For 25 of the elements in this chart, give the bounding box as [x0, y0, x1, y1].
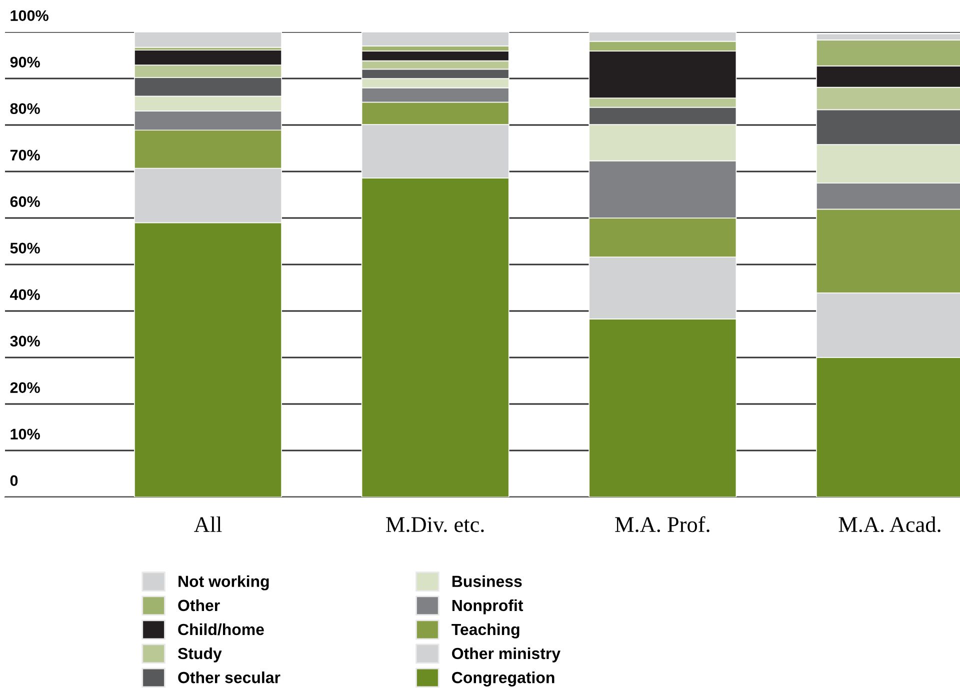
legend-label: Not working: [178, 575, 269, 590]
y-tick-label: 60%: [10, 196, 40, 208]
legend-label: Study: [178, 647, 222, 662]
legend-label: Other secular: [178, 671, 280, 684]
x-tick-label: M.A. Prof.: [615, 516, 710, 532]
x-tick-label: M.A. Acad.: [838, 516, 940, 532]
x-tick-label: M.Div. etc.: [386, 517, 484, 532]
y-tick-label: 100%: [10, 10, 48, 22]
y-tick-label: 10%: [10, 428, 40, 440]
legend-label: Nonprofit: [452, 599, 524, 614]
legend-label: Congregation: [452, 671, 554, 686]
y-tick-label: 50%: [10, 242, 40, 254]
legend-label: Other ministry: [452, 647, 560, 662]
y-tick-label: 0: [10, 475, 18, 486]
legend-label: Teaching: [452, 623, 520, 638]
legend-label: Child/home: [178, 623, 264, 636]
legend-label: Other: [178, 599, 220, 612]
x-tick-label: All: [194, 516, 222, 532]
y-tick-label: 20%: [10, 382, 40, 394]
legend-label: Business: [452, 575, 522, 588]
y-tick-label: 70%: [10, 150, 40, 161]
y-tick-label: 40%: [10, 289, 40, 300]
y-tick-label: 90%: [10, 56, 40, 68]
y-tick-label: 80%: [10, 103, 40, 114]
y-tick-label: 30%: [10, 336, 40, 347]
